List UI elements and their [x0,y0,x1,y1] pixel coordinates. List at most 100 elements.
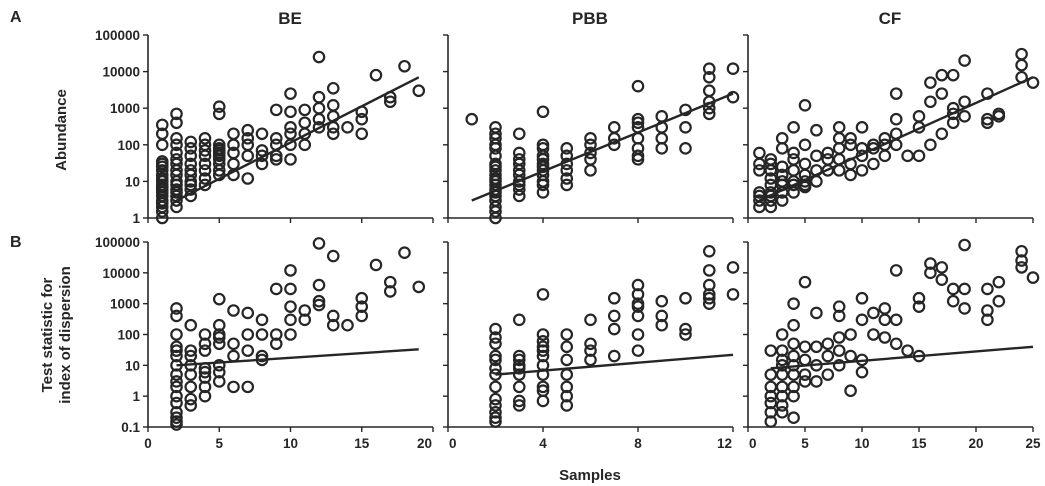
data-point [891,339,901,349]
data-point [880,315,890,325]
data-point [925,140,935,150]
scatter-panel-1-0: 0.11101001000100001000000 5 10 15 20 [95,235,433,451]
data-point [811,308,821,318]
data-point [243,151,253,161]
data-point [994,296,1004,306]
data-point [186,320,196,330]
data-point [490,382,500,392]
data-point [788,165,798,175]
scatter-panels: 1101001000100001000000.11101001000100001… [95,28,1041,451]
data-point [937,70,947,80]
data-point [823,148,833,158]
x-tick-label: 15 [354,436,370,451]
data-point [777,143,787,153]
data-point [514,148,524,158]
data-point [200,133,210,143]
data-point [171,133,181,143]
data-point [1016,60,1026,70]
data-point [800,355,810,365]
scatter-panel-0-0: 110100100010000100000 [95,28,433,226]
fit-line [177,77,419,200]
data-point [902,345,912,355]
data-point [609,122,619,132]
data-point [800,369,810,379]
data-point [959,55,969,65]
fit-line [496,355,734,375]
data-point [399,247,409,257]
data-point [937,262,947,272]
data-point [257,129,267,139]
data-point [777,133,787,143]
panel-title-pbb: PBB [572,9,608,28]
data-point [342,320,352,330]
data-point [514,315,524,325]
data-point [728,64,738,74]
y-tick-label: 100000 [95,235,140,250]
data-point [914,151,924,161]
data-point [823,369,833,379]
data-point [271,133,281,143]
data-point [800,100,810,110]
data-point [285,107,295,117]
data-point [514,382,524,392]
data-point [845,329,855,339]
data-point [845,386,855,396]
data-point [680,122,690,132]
data-point [657,111,667,121]
x-tick-label: 0 [749,436,757,451]
data-point [328,83,338,93]
data-point [857,293,867,303]
data-point [314,238,324,248]
x-tick-label: 8 [634,436,642,451]
data-point [285,301,295,311]
data-point [914,111,924,121]
data-point [371,260,381,270]
data-point [243,329,253,339]
data-point [562,369,572,379]
data-point [823,339,833,349]
data-point [285,315,295,325]
data-point [514,129,524,139]
data-point [994,277,1004,287]
y-tick-label: 10000 [102,266,140,281]
y-axis-title-test-statistic-line2: index of dispersion [57,266,74,404]
data-point [857,165,867,175]
data-point [371,70,381,80]
data-point [880,303,890,313]
data-point [228,129,238,139]
data-point [680,143,690,153]
data-point [399,61,409,71]
data-point [538,396,548,406]
data-point [538,329,548,339]
data-point [214,101,224,111]
data-point [285,122,295,132]
data-point [704,86,714,96]
data-point [633,81,643,91]
data-point [948,70,958,80]
data-point [243,345,253,355]
data-point [538,107,548,117]
data-point [538,289,548,299]
data-point [880,151,890,161]
x-tick-label: 20 [968,436,983,451]
data-point [959,284,969,294]
data-point [328,251,338,261]
y-tick-label: 10000 [102,65,140,80]
data-point [562,355,572,365]
data-point [754,148,764,158]
data-point [788,339,798,349]
y-tick-label: 1 [132,389,140,404]
data-point [959,111,969,121]
data-point [285,284,295,294]
y-tick-label: 0.1 [121,420,140,435]
data-point [766,369,776,379]
x-axis-title-samples: Samples [559,467,621,484]
y-tick-label: 10 [125,174,140,189]
data-point [314,52,324,62]
data-point [728,289,738,299]
data-point [1028,272,1038,282]
y-tick-label: 100 [117,138,140,153]
x-tick-label: 10 [283,436,298,451]
x-tick-label: 0 [449,436,457,451]
data-point [937,88,947,98]
